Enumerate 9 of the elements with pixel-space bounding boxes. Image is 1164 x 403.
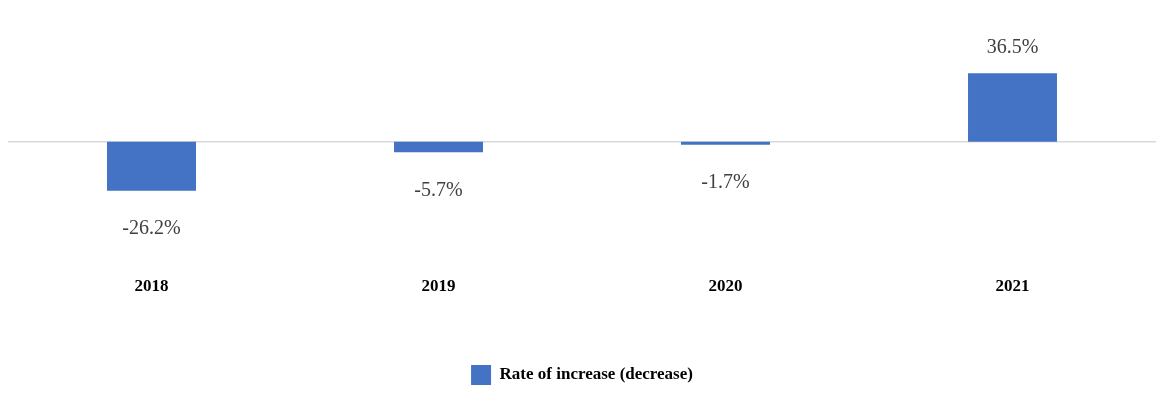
data-label: -5.7% (414, 177, 463, 200)
x-tick-label: 2018 (134, 276, 169, 296)
x-tick-label: 2019 (421, 276, 456, 296)
x-tick-label: 2020 (708, 276, 743, 296)
data-label: -26.2% (122, 216, 181, 238)
x-tick-label: 2021 (995, 276, 1030, 296)
data-label: 36.5% (986, 34, 1039, 57)
data-label: -1.7% (701, 170, 750, 193)
legend-label: Rate of increase (decrease) (499, 364, 693, 384)
